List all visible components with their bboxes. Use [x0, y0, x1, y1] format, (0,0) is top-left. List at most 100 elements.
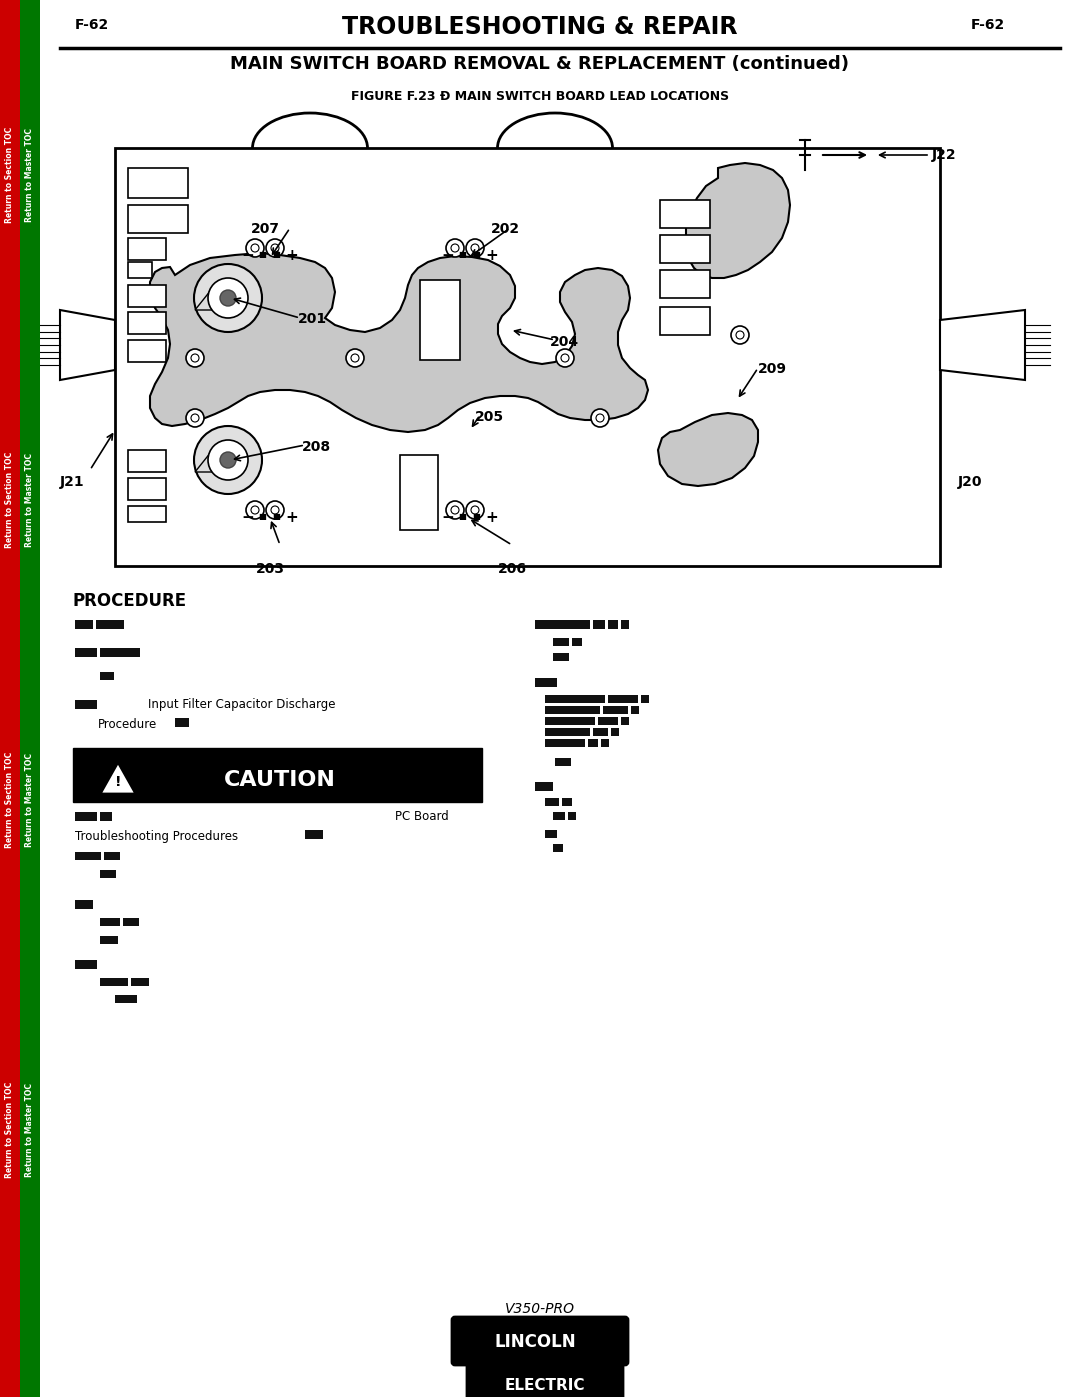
Bar [553, 638, 569, 645]
Bar [123, 918, 139, 926]
Bar [545, 705, 600, 714]
Text: CAUTION: CAUTION [224, 770, 336, 789]
Bar [129, 312, 166, 334]
Text: TROUBLESHOOTING & REPAIR: TROUBLESHOOTING & REPAIR [342, 15, 738, 39]
Circle shape [266, 239, 284, 257]
Bar [631, 705, 639, 714]
Text: −: − [242, 510, 255, 524]
Text: PROCEDURE: PROCEDURE [72, 592, 186, 610]
Circle shape [465, 239, 484, 257]
Bar [598, 717, 618, 725]
Bar [588, 739, 598, 747]
Circle shape [271, 244, 279, 251]
Circle shape [471, 244, 480, 251]
Text: ■: ■ [458, 250, 465, 260]
Bar [608, 694, 638, 703]
Text: +: + [285, 247, 298, 263]
Bar [420, 279, 460, 360]
Bar [535, 678, 557, 687]
Text: ■: ■ [272, 250, 280, 260]
Text: LINCOLN: LINCOLN [495, 1333, 576, 1351]
Circle shape [351, 353, 359, 362]
Bar [660, 235, 710, 263]
Polygon shape [100, 761, 136, 793]
Bar [593, 728, 608, 736]
Circle shape [251, 506, 259, 514]
Bar [175, 718, 189, 726]
Text: Return to Master TOC: Return to Master TOC [26, 129, 35, 222]
Circle shape [220, 291, 237, 306]
Text: ■: ■ [272, 513, 280, 521]
Polygon shape [658, 414, 758, 486]
Text: 202: 202 [490, 222, 519, 236]
Bar [21, 0, 40, 1397]
Polygon shape [195, 447, 242, 472]
Bar [545, 728, 590, 736]
Bar [400, 455, 438, 529]
Text: F-62: F-62 [75, 18, 109, 32]
Bar [553, 812, 565, 820]
Text: −: − [242, 247, 255, 263]
Circle shape [186, 409, 204, 427]
Polygon shape [686, 163, 789, 278]
Text: Return to Section TOC: Return to Section TOC [5, 752, 14, 848]
Text: FIGURE F.23 Ð MAIN SWITCH BOARD LEAD LOCATIONS: FIGURE F.23 Ð MAIN SWITCH BOARD LEAD LOC… [351, 89, 729, 103]
Text: 209: 209 [758, 362, 787, 376]
Text: −: − [442, 247, 455, 263]
Text: Return to Section TOC: Return to Section TOC [5, 127, 14, 224]
Circle shape [451, 506, 459, 514]
Circle shape [266, 502, 284, 520]
Bar [600, 739, 609, 747]
Text: +: + [486, 247, 498, 263]
Bar [642, 694, 649, 703]
Text: ®: ® [617, 1323, 626, 1333]
Text: +: + [285, 510, 298, 524]
Circle shape [271, 506, 279, 514]
Circle shape [591, 409, 609, 427]
Bar [545, 830, 557, 838]
Circle shape [471, 506, 480, 514]
Bar [660, 200, 710, 228]
Bar [545, 798, 559, 806]
Bar [75, 900, 93, 909]
Bar [100, 672, 114, 680]
Text: −: − [442, 510, 455, 524]
Bar [129, 237, 166, 260]
Bar [131, 978, 149, 986]
Text: Return to Section TOC: Return to Section TOC [5, 451, 14, 548]
Circle shape [191, 353, 199, 362]
Circle shape [465, 502, 484, 520]
Circle shape [346, 349, 364, 367]
Circle shape [194, 426, 262, 495]
Text: Return to Master TOC: Return to Master TOC [26, 453, 35, 548]
Bar [75, 648, 97, 657]
Bar [545, 739, 585, 747]
Bar [129, 339, 166, 362]
Bar [129, 205, 188, 233]
Bar [0, 0, 21, 1397]
Bar [75, 620, 93, 629]
Bar [129, 285, 166, 307]
Text: MAIN SWITCH BOARD REMOVAL & REPLACEMENT (continued): MAIN SWITCH BOARD REMOVAL & REPLACEMENT … [230, 54, 850, 73]
Text: Return to Section TOC: Return to Section TOC [5, 1081, 14, 1178]
Bar [129, 263, 152, 278]
Bar [100, 648, 140, 657]
Text: ■: ■ [472, 513, 480, 521]
Text: 207: 207 [251, 222, 280, 236]
Bar [305, 830, 323, 840]
Bar [100, 918, 120, 926]
Text: Input Filter Capacitor Discharge: Input Filter Capacitor Discharge [148, 698, 336, 711]
Text: +: + [486, 510, 498, 524]
Text: 208: 208 [302, 440, 332, 454]
Circle shape [191, 414, 199, 422]
Text: 206: 206 [498, 562, 527, 576]
Circle shape [246, 502, 264, 520]
Polygon shape [195, 285, 242, 310]
Circle shape [446, 239, 464, 257]
Bar [608, 620, 618, 629]
Bar [129, 478, 166, 500]
Circle shape [186, 349, 204, 367]
Bar [100, 978, 129, 986]
Text: Return to Master TOC: Return to Master TOC [26, 1083, 35, 1178]
Circle shape [208, 278, 248, 319]
